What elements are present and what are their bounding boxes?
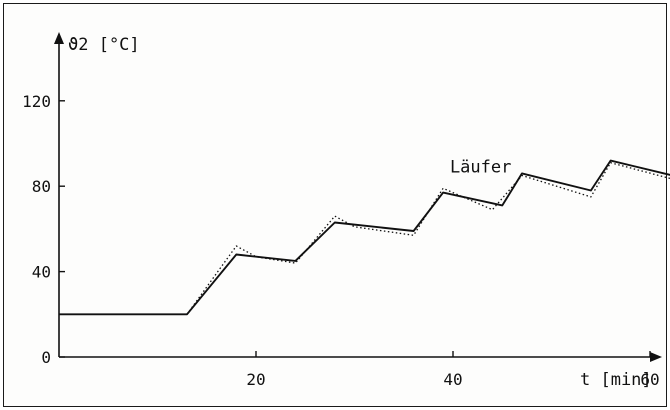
ticks: 2040608010004080120	[22, 92, 660, 389]
x-tick-label-60: 60	[640, 370, 659, 389]
series-group	[59, 159, 670, 316]
y-tick-label-0: 0	[41, 348, 51, 367]
chart-frame	[3, 3, 667, 407]
annotation-laeufer: Läufer	[450, 157, 511, 177]
x-tick-label-20: 20	[246, 370, 265, 389]
y-tick-label-80: 80	[32, 177, 51, 196]
y-axis-label: ϑ2 [°C]	[68, 35, 140, 55]
series-line-solid	[59, 159, 670, 316]
series-line-dotted	[186, 162, 670, 315]
y-axis-arrow	[54, 32, 64, 44]
y-tick-label-120: 120	[22, 92, 51, 111]
x-axis-label: t [min]	[580, 370, 652, 390]
y-tick-label-40: 40	[32, 263, 51, 282]
x-axis-arrow	[650, 352, 662, 362]
axes	[54, 32, 662, 362]
x-tick-label-40: 40	[443, 370, 462, 389]
